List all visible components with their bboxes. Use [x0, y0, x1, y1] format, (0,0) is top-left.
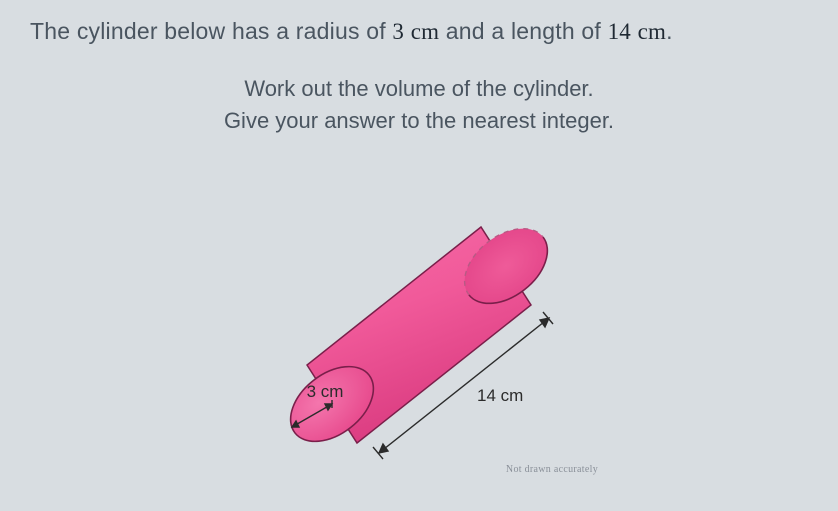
figure-container: 3 cm 14 cm Not drawn accurately: [30, 155, 808, 485]
scale-caption: Not drawn accurately: [506, 464, 598, 475]
length-value: 14: [608, 19, 631, 44]
radius-value: 3: [392, 19, 404, 44]
instruction-line-1: Work out the volume of the cylinder.: [30, 73, 808, 105]
instruction-line-2: Give your answer to the nearest integer.: [30, 105, 808, 137]
radius-label: 3 cm: [307, 382, 344, 401]
radius-unit: cm: [411, 19, 440, 44]
question-statement: The cylinder below has a radius of 3 cm …: [30, 18, 808, 45]
cylinder-diagram: 3 cm 14 cm: [229, 175, 609, 465]
text-fragment: and a length of: [439, 18, 607, 44]
length-unit: cm: [638, 19, 667, 44]
text-fragment: The cylinder below has a radius of: [30, 18, 392, 44]
question-page: The cylinder below has a radius of 3 cm …: [0, 0, 838, 511]
text-fragment: .: [666, 18, 673, 44]
length-label: 14 cm: [477, 386, 523, 405]
cylinder-shape: [276, 213, 561, 456]
